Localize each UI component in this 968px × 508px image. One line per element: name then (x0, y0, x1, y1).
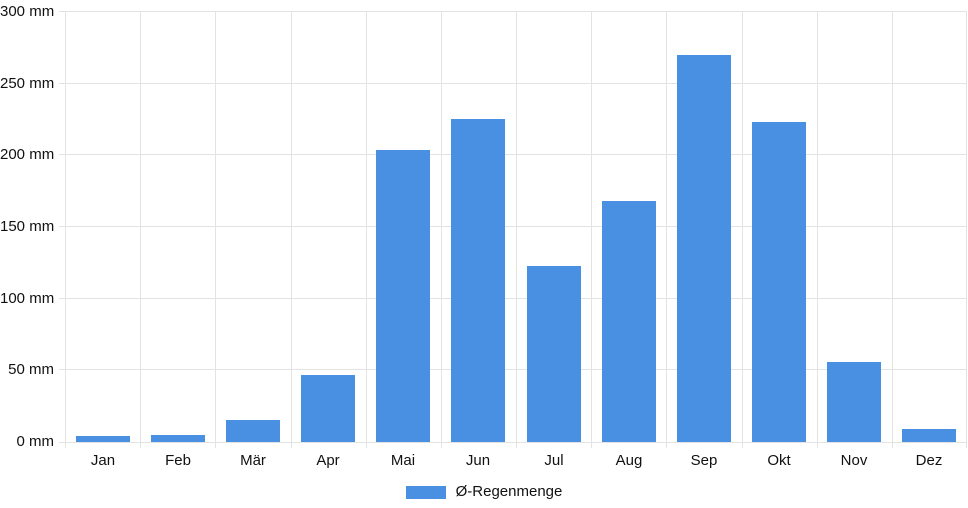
bar-jul (527, 266, 581, 442)
x-gridline-11 (892, 12, 893, 442)
y-axis-tick (59, 369, 65, 371)
x-axis-tick (215, 442, 216, 448)
y-axis-label-200: 200 mm (0, 146, 55, 164)
x-axis-tick (291, 442, 292, 448)
x-axis-tick (966, 442, 967, 448)
x-axis-label-sep: Sep (690, 452, 718, 469)
x-gridline-6 (516, 12, 517, 442)
plot-area (65, 11, 967, 443)
x-axis-tick (892, 442, 893, 448)
x-axis-label-jun: Jun (465, 452, 491, 469)
x-gridline-0 (65, 12, 66, 442)
bar-sep (677, 55, 731, 442)
y-gridline-300 (65, 11, 967, 12)
x-gridline-10 (817, 12, 818, 442)
x-axis-tick (65, 442, 66, 448)
x-gridline-3 (291, 12, 292, 442)
bar-mai (376, 150, 430, 442)
x-gridline-12 (966, 12, 967, 442)
legend-label: Ø-Regenmenge (455, 483, 563, 500)
x-axis-tick (441, 442, 442, 448)
x-axis-label-jul: Jul (544, 452, 564, 469)
x-axis-label-jan: Jan (90, 452, 116, 469)
x-gridline-2 (215, 12, 216, 442)
bar-nov (827, 362, 881, 442)
x-gridline-1 (140, 12, 141, 442)
chart-legend: Ø-Regenmenge (0, 481, 968, 503)
bar-feb (151, 435, 205, 442)
x-axis-tick (366, 442, 367, 448)
x-gridline-5 (441, 12, 442, 442)
bar-jan (76, 436, 130, 442)
bar-apr (301, 375, 355, 442)
x-axis-label-feb: Feb (165, 452, 191, 469)
y-axis-label-250: 250 mm (0, 74, 55, 92)
y-axis-label-0: 0 mm (16, 433, 55, 450)
x-axis-tick (140, 442, 141, 448)
bar-aug (602, 201, 656, 442)
y-axis-tick (59, 226, 65, 227)
x-axis-tick (742, 442, 743, 448)
y-axis-tick (59, 154, 65, 156)
x-axis-label-dez: Dez (915, 452, 943, 469)
y-axis-tick (59, 297, 65, 299)
x-axis-label-mär: Mär (240, 452, 266, 469)
x-gridline-4 (366, 12, 367, 442)
x-axis-label-mai: Mai (390, 452, 416, 469)
x-axis-label-okt: Okt (767, 452, 791, 469)
bar-okt (752, 122, 806, 442)
x-gridline-9 (742, 12, 743, 442)
x-axis-label-nov: Nov (840, 452, 868, 469)
y-axis-tick (59, 442, 65, 443)
x-gridline-8 (666, 12, 667, 442)
legend-item-regenmenge[interactable]: Ø-Regenmenge (405, 483, 563, 500)
x-axis-label-aug: Aug (615, 452, 643, 469)
x-gridline-7 (591, 12, 592, 442)
x-axis-tick (666, 442, 667, 448)
x-axis-tick (591, 442, 592, 448)
y-axis-tick (59, 82, 65, 84)
y-axis-label-100: 100 mm (0, 289, 55, 307)
x-axis-tick (817, 442, 818, 448)
y-axis-label-150: 150 mm (0, 218, 55, 235)
bar-jun (451, 119, 505, 442)
bar-dez (902, 429, 956, 442)
x-axis-label-apr: Apr (316, 452, 340, 469)
y-axis-label-50: 50 mm (8, 361, 54, 379)
x-axis-tick (516, 442, 517, 448)
y-axis-tick (59, 11, 65, 12)
y-axis-label-300: 300 mm (0, 3, 55, 20)
legend-color-swatch (405, 485, 446, 499)
bar-mär (226, 420, 280, 442)
